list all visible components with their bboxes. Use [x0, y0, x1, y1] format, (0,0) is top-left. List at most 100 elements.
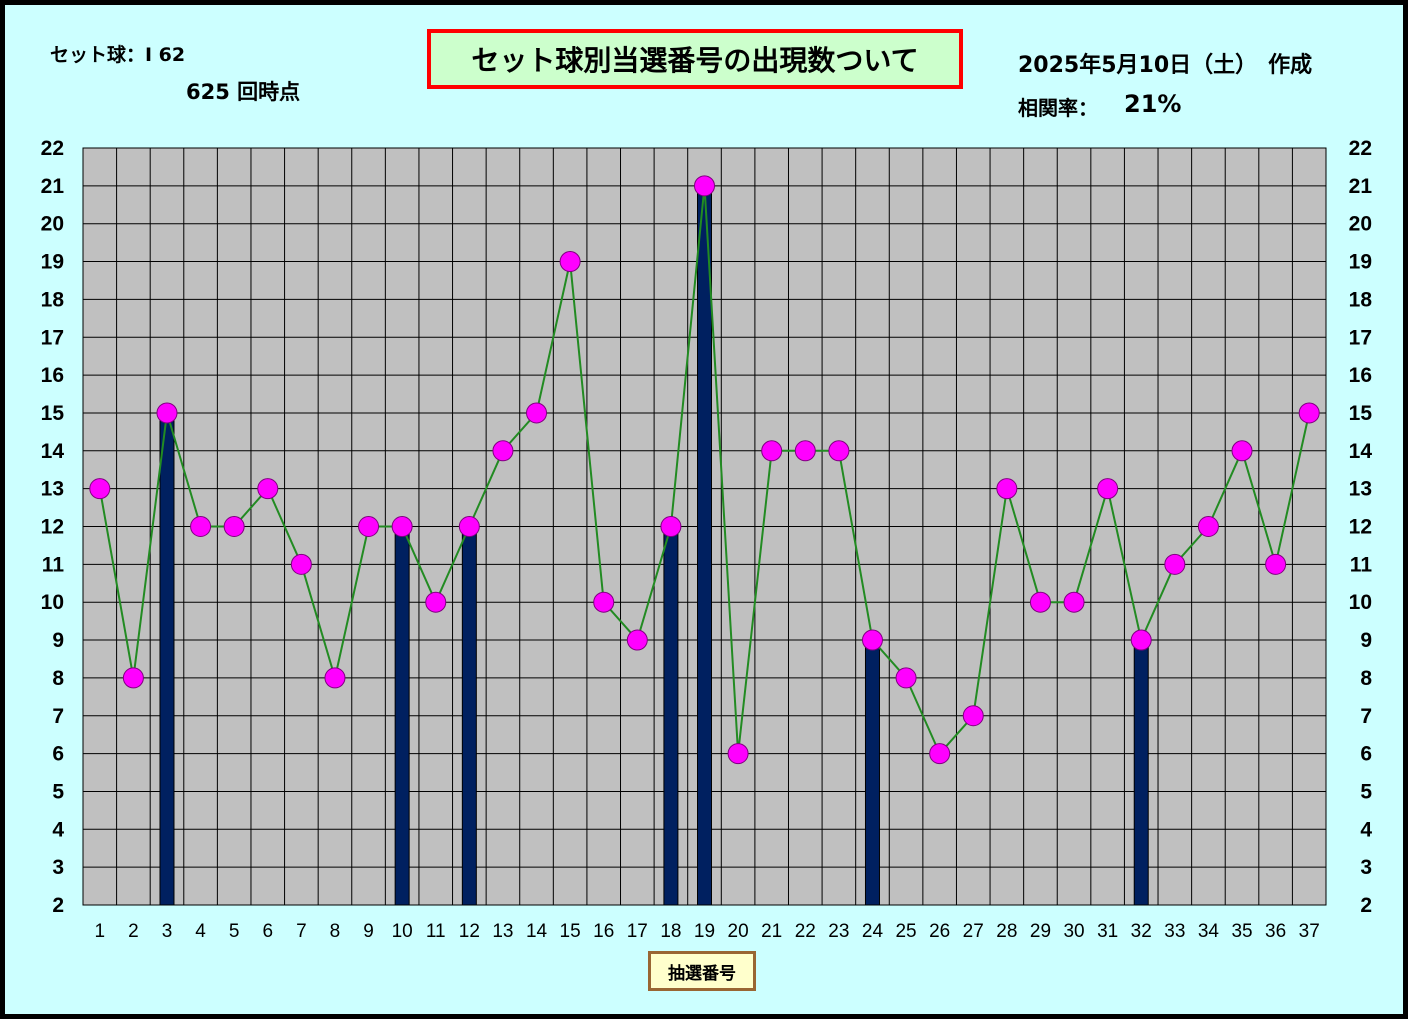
data-point [593, 591, 615, 613]
data-point [223, 516, 245, 537]
x-tick-label: 7 [296, 921, 307, 942]
y-tick-label-left: 3 [52, 856, 64, 879]
y-tick-label-right: 15 [1349, 402, 1373, 425]
x-tick-label: 4 [195, 921, 206, 942]
data-point [458, 516, 480, 537]
data-point [1029, 591, 1051, 613]
y-tick-label-right: 12 [1349, 516, 1372, 539]
x-axis-label-box: 抽選番号 [648, 951, 756, 991]
data-point [156, 402, 178, 424]
data-point [1265, 553, 1287, 575]
y-tick-label-left: 16 [41, 364, 64, 387]
x-tick-label: 10 [392, 921, 413, 942]
x-tick-label: 19 [694, 921, 715, 942]
data-point [895, 667, 917, 689]
y-tick-label-right: 11 [1350, 553, 1373, 576]
y-tick-label-right: 17 [1349, 326, 1372, 349]
y-tick-label-right: 14 [1349, 440, 1373, 463]
data-point [794, 440, 816, 462]
y-tick-label-left: 21 [41, 175, 65, 198]
y-tick-label-left: 9 [52, 629, 64, 652]
x-tick-label: 22 [795, 921, 816, 942]
data-point [694, 175, 715, 197]
y-tick-label-right: 9 [1360, 629, 1372, 652]
data-point [929, 743, 951, 765]
x-tick-label: 29 [1030, 921, 1051, 942]
x-tick-label: 12 [459, 921, 480, 942]
data-point [761, 440, 783, 462]
data-point [1130, 629, 1152, 651]
y-tick-label-left: 10 [41, 591, 64, 614]
x-tick-label: 34 [1198, 921, 1220, 942]
bar [461, 526, 477, 906]
x-tick-label: 23 [828, 921, 849, 942]
y-tick-label-left: 11 [42, 553, 65, 576]
bar [1133, 639, 1149, 906]
y-tick-label-right: 19 [1349, 251, 1372, 274]
y-tick-label-left: 18 [41, 288, 65, 311]
data-point [1197, 516, 1219, 537]
data-point [257, 478, 279, 500]
data-point [324, 667, 346, 689]
x-tick-label: 1 [95, 921, 106, 942]
bar [663, 526, 679, 906]
x-tick-label: 37 [1299, 921, 1320, 942]
x-tick-label: 15 [560, 921, 581, 942]
y-tick-label-left: 4 [52, 818, 64, 841]
data-point [1231, 440, 1253, 462]
data-point [190, 516, 212, 537]
data-point [1063, 591, 1085, 613]
x-tick-label: 28 [996, 921, 1017, 942]
y-tick-label-left: 7 [52, 705, 64, 728]
x-tick-label: 30 [1063, 921, 1084, 942]
x-tick-label: 27 [963, 921, 984, 942]
data-point [1164, 553, 1186, 575]
data-point [89, 478, 111, 500]
x-axis-label: 抽選番号 [668, 963, 736, 984]
x-tick-label: 26 [929, 921, 950, 942]
y-tick-label-right: 10 [1349, 591, 1372, 614]
bar [394, 526, 410, 906]
y-tick-label-left: 8 [52, 667, 64, 690]
bar [864, 639, 880, 906]
y-tick-label-left: 13 [41, 478, 64, 501]
x-tick-label: 6 [262, 921, 273, 942]
y-tick-label-right: 21 [1349, 175, 1373, 198]
data-point [492, 440, 514, 462]
data-point [559, 251, 581, 273]
y-tick-label-right: 5 [1360, 780, 1372, 803]
data-point [660, 516, 682, 537]
x-tick-label: 9 [363, 921, 374, 942]
y-tick-label-right: 3 [1360, 856, 1372, 879]
x-tick-label: 25 [895, 921, 916, 942]
y-tick-label-right: 4 [1360, 818, 1372, 841]
data-point [425, 591, 447, 613]
y-tick-label-right: 7 [1360, 705, 1372, 728]
y-tick-label-left: 19 [41, 251, 64, 274]
data-point [1298, 402, 1320, 424]
x-tick-label: 32 [1131, 921, 1152, 942]
x-tick-label: 17 [627, 921, 648, 942]
data-point [358, 516, 380, 537]
y-tick-label-right: 13 [1349, 478, 1372, 501]
y-tick-label-right: 16 [1349, 364, 1372, 387]
x-tick-label: 18 [660, 921, 681, 942]
x-tick-label: 3 [162, 921, 173, 942]
bar [697, 185, 712, 906]
draw-count-label: 625 回時点 [186, 80, 301, 104]
x-tick-label: 5 [229, 921, 240, 942]
data-point [861, 629, 883, 651]
data-point [391, 516, 413, 537]
y-tick-label-right: 8 [1360, 667, 1372, 690]
x-tick-label: 20 [728, 921, 749, 942]
x-tick-label: 2 [128, 921, 139, 942]
y-tick-label-right: 6 [1360, 743, 1372, 766]
y-tick-label-left: 20 [41, 213, 64, 236]
bar [159, 412, 175, 906]
y-tick-label-left: 17 [41, 326, 64, 349]
x-tick-label: 21 [761, 921, 782, 942]
data-point [962, 705, 984, 727]
set-ball-label: セット球：I 62 [50, 44, 186, 66]
x-tick-label: 24 [862, 921, 884, 942]
